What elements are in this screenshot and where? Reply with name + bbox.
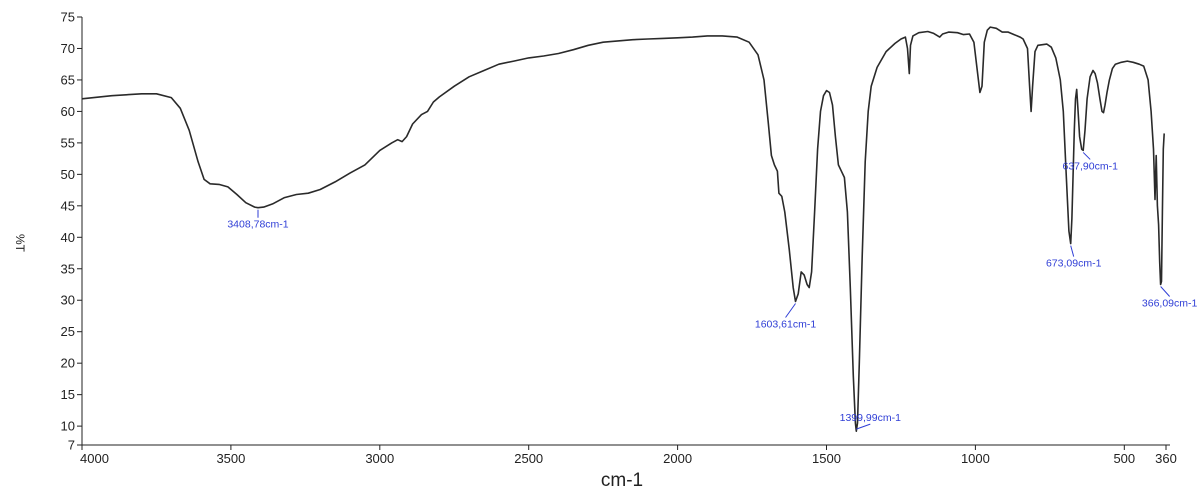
peak-label: 366,09cm-1 bbox=[1142, 298, 1197, 310]
x-tick-label: 2000 bbox=[663, 451, 692, 466]
y-tick-label: 35 bbox=[61, 261, 75, 276]
axes bbox=[82, 17, 1170, 445]
x-tick-label: 3000 bbox=[365, 451, 394, 466]
peak-label: 637,90cm-1 bbox=[1062, 160, 1118, 172]
y-tick-label: 10 bbox=[61, 419, 75, 434]
peak-leader-line bbox=[856, 424, 870, 429]
y-tick-label: 45 bbox=[61, 198, 75, 213]
x-tick-label: 3500 bbox=[216, 451, 245, 466]
x-tick-label: 1000 bbox=[961, 451, 990, 466]
x-tick-label: 4000 bbox=[80, 451, 109, 466]
x-axis-title: cm-1 bbox=[601, 470, 643, 490]
peak-leader-line bbox=[1083, 152, 1090, 159]
peak-leader-line bbox=[1161, 287, 1170, 297]
peak-annotations: 3408,78cm-1 1603,61cm-1 1399,99cm-1 673,09c… bbox=[227, 152, 1197, 429]
y-tick-label: 30 bbox=[61, 293, 75, 308]
y-tick-label: 75 bbox=[61, 10, 75, 25]
x-tick-label: 500 bbox=[1113, 451, 1135, 466]
y-tick-label: 40 bbox=[61, 230, 75, 245]
y-tick-label: 70 bbox=[61, 41, 75, 56]
peak-label: 1399,99cm-1 bbox=[840, 412, 901, 424]
y-tick-label: 25 bbox=[61, 324, 75, 339]
peak-label: 673,09cm-1 bbox=[1046, 258, 1102, 270]
y-tick-label: 50 bbox=[61, 167, 75, 182]
peak-label: 3408,78cm-1 bbox=[227, 219, 288, 231]
y-ticks: 7 10 15 20 25 30 35 40 45 50 55 60 65 70 75 bbox=[61, 10, 82, 453]
x-tick-label: 2500 bbox=[514, 451, 543, 466]
peak-leader-line bbox=[786, 303, 796, 317]
x-tick-label: 360 bbox=[1155, 451, 1177, 466]
y-tick-label: 65 bbox=[61, 72, 75, 87]
y-axis-title: %T bbox=[13, 234, 27, 253]
y-tick-label: 20 bbox=[61, 356, 75, 371]
y-tick-label: 15 bbox=[61, 387, 75, 402]
peak-leader-line bbox=[1071, 246, 1074, 257]
x-ticks: 4000 3500 3000 2500 2000 1500 1000 500 360 bbox=[80, 445, 1177, 466]
y-tick-label: 7 bbox=[68, 438, 75, 453]
peak-label: 1603,61cm-1 bbox=[755, 318, 816, 330]
y-tick-label: 55 bbox=[61, 135, 75, 150]
y-tick-label: 60 bbox=[61, 104, 75, 119]
x-tick-label: 1500 bbox=[812, 451, 841, 466]
